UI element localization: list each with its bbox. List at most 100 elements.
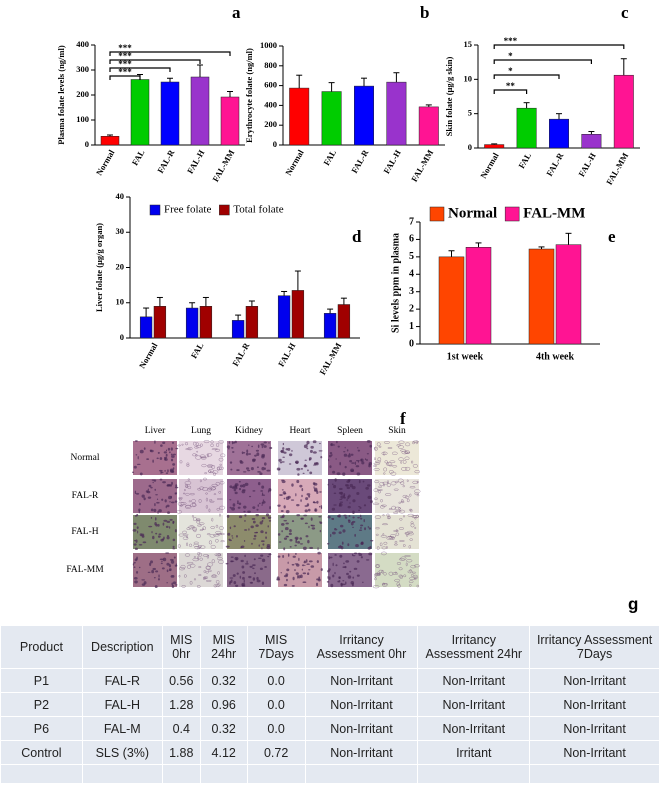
cell [220, 532, 225, 536]
cell [297, 473, 300, 476]
cell [402, 485, 405, 488]
cell [229, 499, 232, 501]
histology-image [277, 514, 323, 551]
cell [351, 582, 354, 587]
cell [339, 545, 342, 548]
cell [344, 446, 346, 449]
cell [392, 451, 398, 455]
error-bar [143, 307, 150, 317]
cell [205, 504, 208, 509]
cell [205, 492, 208, 495]
cell [229, 539, 232, 542]
cell [355, 465, 360, 468]
bar [160, 81, 180, 146]
cell [178, 497, 183, 500]
cell [277, 533, 281, 536]
error-bar [475, 242, 482, 248]
x-tick-label: FAL-MM [604, 151, 630, 187]
cell [315, 582, 319, 587]
cell [250, 466, 254, 471]
cell [367, 484, 371, 487]
cell [314, 508, 316, 511]
cell [155, 532, 158, 535]
cell [233, 580, 237, 585]
table-row: Product Description MIS 0hr MIS 24hr MIS 7Da… [0, 625, 660, 669]
cell [193, 528, 197, 533]
cell [358, 529, 363, 531]
cell [395, 510, 402, 512]
cell [306, 447, 309, 450]
cell [338, 576, 341, 579]
cell [212, 487, 216, 490]
cell [407, 513, 414, 517]
cell [366, 439, 371, 443]
cell [135, 539, 138, 543]
cell [360, 526, 362, 530]
cell [317, 551, 321, 555]
cell [303, 561, 307, 564]
bar [130, 79, 150, 146]
cell [265, 536, 267, 538]
cell [305, 559, 308, 563]
cell [413, 574, 418, 578]
cell [173, 556, 176, 559]
cell [343, 453, 348, 457]
cell [156, 457, 159, 460]
cell [136, 526, 139, 529]
cell [343, 514, 347, 517]
cell [316, 560, 319, 564]
table-cell: FAL-H [81, 692, 163, 717]
cell [328, 556, 331, 560]
cell [187, 446, 193, 451]
cell [362, 480, 365, 483]
error-bar [491, 143, 498, 145]
cell [188, 500, 191, 503]
cell [169, 500, 171, 503]
cell [154, 585, 158, 589]
cell [387, 447, 393, 449]
cell [336, 440, 338, 444]
cell [145, 490, 149, 493]
cell [164, 499, 167, 503]
cell [409, 568, 412, 573]
cell [345, 581, 347, 585]
cell [165, 552, 170, 554]
bar [549, 118, 569, 149]
cell [308, 560, 313, 563]
cell [178, 498, 182, 501]
cell [385, 462, 393, 466]
cell [195, 455, 202, 460]
cell [247, 510, 251, 513]
cell [191, 515, 194, 518]
table-cell: P2 [0, 692, 83, 717]
cell [374, 577, 377, 581]
cell [257, 504, 259, 508]
cell [376, 442, 381, 447]
cell [215, 553, 222, 557]
cell [143, 497, 146, 501]
cell [308, 494, 311, 498]
cell [184, 483, 188, 488]
cell [170, 575, 175, 578]
table-cell: Description [81, 625, 163, 669]
tissue [227, 479, 271, 513]
cell [184, 553, 191, 557]
bar [438, 256, 465, 345]
histology-image [225, 513, 272, 550]
cell [190, 503, 197, 508]
cell [282, 442, 285, 446]
cell [251, 518, 256, 520]
cell [229, 577, 234, 579]
cell [211, 448, 218, 451]
cell [162, 557, 167, 562]
cell [211, 483, 218, 487]
cell [412, 464, 418, 468]
cell [229, 580, 233, 583]
cell [164, 458, 168, 461]
cell [398, 501, 401, 504]
cell [327, 483, 329, 486]
cell [158, 509, 162, 513]
cell [184, 442, 189, 446]
cell [202, 526, 207, 531]
table-cell: 0.0 [246, 716, 306, 741]
